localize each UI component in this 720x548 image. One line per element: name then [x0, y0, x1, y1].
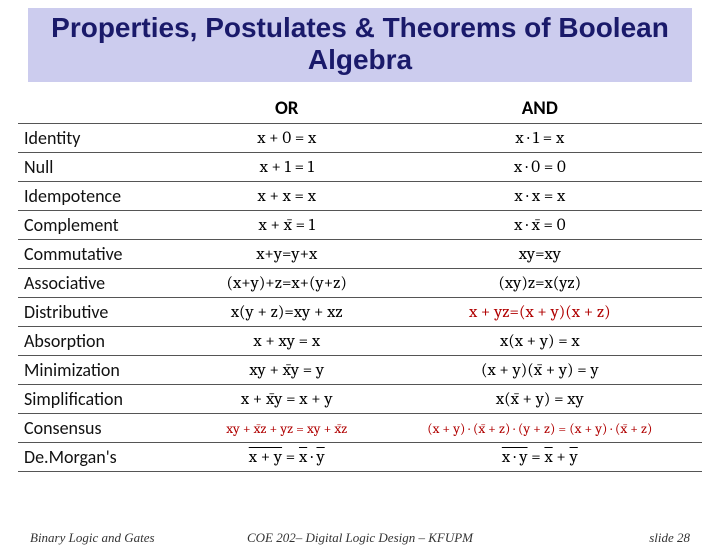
footer-right: slide 28 [649, 530, 690, 546]
header-blank [18, 94, 196, 124]
and-expression: (x + y)(x̄ + y) = y [378, 356, 702, 385]
and-expression: x · 1 = x [378, 124, 702, 153]
or-expression: xy + x̄z + yz = xy + x̄z [196, 414, 378, 443]
and-expression: (x + y) · (x̄ + z) · (y + z) = (x + y) ·… [378, 414, 702, 443]
table-row: Associative(x+y)+z=x+(y+z)(xy)z=x(yz) [18, 269, 702, 298]
or-expression: x + y = x · y [196, 443, 378, 472]
and-expression: x · x̄ = 0 [378, 211, 702, 240]
and-expression: x(x̄ + y) = xy [378, 385, 702, 414]
property-name: De.Morgan's [18, 443, 196, 472]
table-row: Distributivex(y + z)=xy + xzx + yz=(x + … [18, 298, 702, 327]
and-expression: x · 0 = 0 [378, 153, 702, 182]
or-expression: x + xy = x [196, 327, 378, 356]
table-row: Nullx + 1 = 1x · 0 = 0 [18, 153, 702, 182]
table-row: Commutativex+y=y+xxy=xy [18, 240, 702, 269]
and-expression: x + yz=(x + y)(x + z) [378, 298, 702, 327]
property-name: Complement [18, 211, 196, 240]
property-name: Identity [18, 124, 196, 153]
property-name: Null [18, 153, 196, 182]
or-expression: x + 0 = x [196, 124, 378, 153]
table-row: Simplificationx + x̄y = x + yx(x̄ + y) =… [18, 385, 702, 414]
or-expression: (x+y)+z=x+(y+z) [196, 269, 378, 298]
header-or: OR [196, 94, 378, 124]
footer-center: COE 202– Digital Logic Design – KFUPM [0, 530, 720, 546]
theorem-table-wrap: OR AND Identityx + 0 = xx · 1 = xNullx +… [18, 94, 702, 472]
property-name: Simplification [18, 385, 196, 414]
or-expression: x(y + z)=xy + xz [196, 298, 378, 327]
table-row: Identityx + 0 = xx · 1 = x [18, 124, 702, 153]
header-row: OR AND [18, 94, 702, 124]
or-expression: x + x̄y = x + y [196, 385, 378, 414]
table-row: Consensusxy + x̄z + yz = xy + x̄z(x + y)… [18, 414, 702, 443]
or-expression: x + x̄ = 1 [196, 211, 378, 240]
property-name: Absorption [18, 327, 196, 356]
table-row: Complementx + x̄ = 1x · x̄ = 0 [18, 211, 702, 240]
and-expression: x · y = x + y [378, 443, 702, 472]
property-name: Distributive [18, 298, 196, 327]
property-name: Commutative [18, 240, 196, 269]
or-expression: x + 1 = 1 [196, 153, 378, 182]
property-name: Consensus [18, 414, 196, 443]
and-expression: xy=xy [378, 240, 702, 269]
and-expression: x · x = x [378, 182, 702, 211]
page-title: Properties, Postulates & Theorems of Boo… [28, 12, 692, 76]
table-row: De.Morgan'sx + y = x · yx · y = x + y [18, 443, 702, 472]
property-name: Idempotence [18, 182, 196, 211]
property-name: Associative [18, 269, 196, 298]
and-expression: x(x + y) = x [378, 327, 702, 356]
title-banner: Properties, Postulates & Theorems of Boo… [28, 8, 692, 82]
property-name: Minimization [18, 356, 196, 385]
or-expression: x + x = x [196, 182, 378, 211]
header-and: AND [378, 94, 702, 124]
theorem-table: OR AND Identityx + 0 = xx · 1 = xNullx +… [18, 94, 702, 472]
table-row: Minimizationxy + x̄y = y(x + y)(x̄ + y) … [18, 356, 702, 385]
table-row: Absorptionx + xy = xx(x + y) = x [18, 327, 702, 356]
and-expression: (xy)z=x(yz) [378, 269, 702, 298]
table-row: Idempotencex + x = xx · x = x [18, 182, 702, 211]
or-expression: x+y=y+x [196, 240, 378, 269]
or-expression: xy + x̄y = y [196, 356, 378, 385]
